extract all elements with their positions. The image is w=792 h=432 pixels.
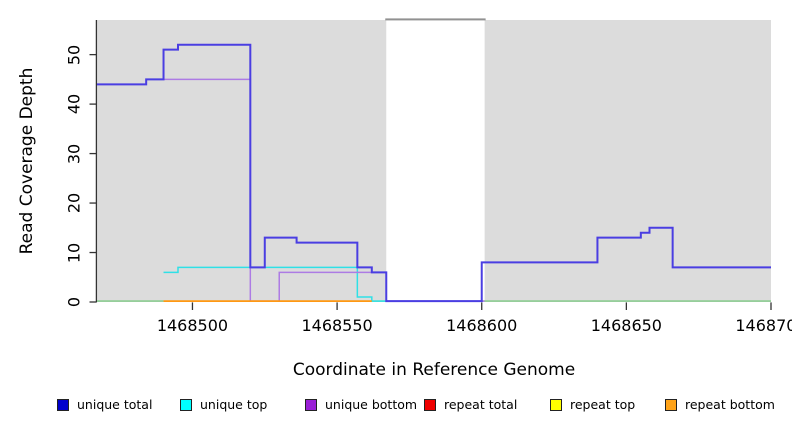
legend-item-repeat-bottom: repeat bottom xyxy=(665,397,775,412)
masked-region xyxy=(484,20,771,302)
masked-region xyxy=(97,20,387,302)
x-tick-label: 1468500 xyxy=(156,316,229,335)
legend-label: unique total xyxy=(77,397,153,412)
repeat-bottom-swatch-icon xyxy=(665,398,677,411)
series-unique-top xyxy=(163,266,387,302)
legend-label: unique top xyxy=(200,397,268,412)
x-tick-label: 1468650 xyxy=(590,316,662,335)
legend-item-repeat-top: repeat top xyxy=(550,397,635,412)
x-tick-label: 1468550 xyxy=(301,316,373,335)
plot-canvas xyxy=(89,18,772,310)
unique-bottom-swatch-icon xyxy=(305,398,317,411)
legend-label: unique bottom xyxy=(325,397,418,412)
legend-item-unique-bottom: unique bottom xyxy=(305,397,417,412)
y-tick-label: 30 xyxy=(64,143,84,164)
unique-top-swatch-icon xyxy=(180,398,192,411)
x-tick-label: 1468600 xyxy=(446,316,518,335)
repeat-top-swatch-icon xyxy=(550,398,562,411)
legend-label: repeat top xyxy=(570,397,636,412)
legend-label: repeat bottom xyxy=(685,397,775,412)
unique-total-swatch-icon xyxy=(57,398,69,411)
gap-top-line xyxy=(385,18,486,21)
y-tick-label: 50 xyxy=(64,44,84,65)
y-axis-title: Read Coverage Depth xyxy=(17,67,37,255)
y-tick-label: 10 xyxy=(64,242,84,263)
y-tick-label: 0 xyxy=(64,296,84,308)
legend-item-repeat-total: repeat total xyxy=(424,397,517,412)
x-axis-title: Coordinate in Reference Genome xyxy=(292,360,576,380)
x-tick-label: 1468700 xyxy=(735,316,792,335)
legend-item-unique-total: unique total xyxy=(57,397,152,412)
y-tick-label: 20 xyxy=(64,192,84,214)
legend-label: repeat total xyxy=(444,397,518,412)
y-tick-label: 40 xyxy=(64,93,84,115)
legend-item-unique-top: unique top xyxy=(180,397,267,412)
series-unique-total xyxy=(97,43,771,303)
repeat-total-swatch-icon xyxy=(424,398,436,411)
